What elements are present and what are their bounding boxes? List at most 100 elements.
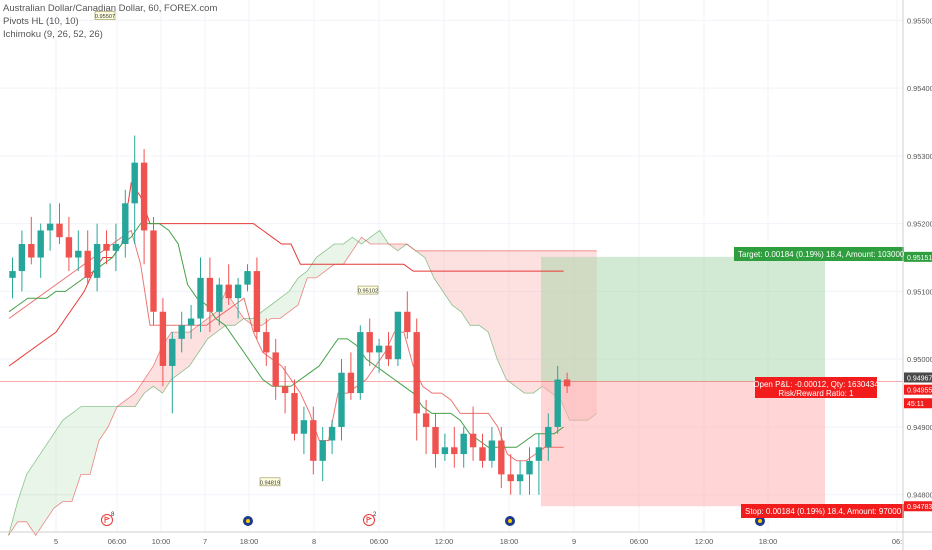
- pivot-low-line: [8, 229, 564, 462]
- indicator-pivots-label[interactable]: Pivots HL (10, 10): [3, 16, 79, 27]
- time-tick-label: 06:00: [370, 537, 389, 546]
- cloud-segment: [99, 406, 109, 441]
- indicator-ichimoku-label[interactable]: Ichimoku (9, 26, 52, 26): [3, 29, 103, 40]
- event-flag-icon: [101, 514, 113, 526]
- pivot-label: 0.95102: [358, 289, 378, 295]
- cloud-segment: [207, 311, 217, 339]
- candle-body: [460, 433, 467, 455]
- time-tick-label: 06:: [892, 537, 902, 546]
- candle-body: [563, 379, 571, 387]
- candle-body: [357, 332, 364, 394]
- target-label: Target: 0.00184 (0.19%) 18.4, Amount: 10…: [738, 250, 905, 259]
- candle-body: [46, 223, 54, 231]
- candle-body: [272, 352, 279, 387]
- time-tick-label: 8: [312, 537, 316, 546]
- pnl-box: [755, 377, 877, 398]
- candle-body: [507, 474, 514, 482]
- candle-body: [206, 277, 214, 312]
- candle-body: [281, 386, 289, 394]
- candle-body: [366, 332, 373, 353]
- cloud-segment: [506, 250, 516, 387]
- candle-body: [479, 447, 486, 461]
- flag-emblem: [246, 519, 250, 523]
- candle-body: [216, 284, 223, 312]
- cloud-segment: [53, 420, 63, 509]
- event-flag-icon: [363, 514, 375, 526]
- symbol-title[interactable]: Australian Dollar/Canadian Dollar, 60, F…: [3, 3, 218, 14]
- candle-body: [338, 372, 345, 427]
- time-tick-label: 9: [572, 537, 576, 546]
- candle-body: [28, 243, 35, 258]
- flag-icon: [104, 516, 111, 523]
- candle-body: [516, 474, 524, 482]
- candle-body: [422, 413, 430, 427]
- candle-body: [150, 230, 157, 312]
- cloud-segment: [334, 244, 344, 265]
- price-tick-label: 0.95200: [907, 220, 932, 229]
- candle-body: [488, 440, 496, 461]
- candle-body: [375, 345, 383, 353]
- time-tick-label: 7: [203, 537, 207, 546]
- candle-body: [253, 271, 261, 333]
- candle-body: [234, 284, 242, 299]
- candle-body: [159, 311, 167, 366]
- cloud-segment: [442, 250, 452, 305]
- price-tag-box: [904, 372, 932, 383]
- candle-body: [263, 332, 270, 353]
- cloud-segment: [80, 406, 90, 475]
- time-tick-label: 12:00: [695, 537, 714, 546]
- pivot-label-box: [94, 11, 116, 20]
- candle-body: [413, 332, 420, 414]
- price-tag-box: [904, 251, 932, 262]
- cloud-segment: [461, 250, 471, 326]
- candle-body: [545, 426, 552, 448]
- cloud-segment: [26, 460, 36, 536]
- candle-body: [535, 447, 543, 461]
- price-tick-label: 0.94800: [907, 491, 932, 500]
- candle-body: [432, 426, 439, 455]
- candle-body: [310, 420, 317, 461]
- candle-body: [328, 426, 336, 441]
- cloud-segment: [497, 250, 507, 380]
- cloud-segment: [17, 474, 27, 522]
- candle-body: [225, 284, 232, 299]
- stop-label: Stop: 0.00184 (0.19%) 18.4, Amount: 9700…: [745, 507, 902, 516]
- cloud-segment: [298, 271, 308, 305]
- cloud-segment: [135, 379, 145, 407]
- candle-body: [178, 325, 185, 339]
- candle-body: [65, 237, 73, 258]
- flag-icon: [366, 516, 373, 523]
- pivot-label: 0.95507: [95, 14, 115, 20]
- candle-body: [56, 223, 63, 238]
- candle-body: [394, 311, 402, 360]
- cloud-segment: [533, 250, 543, 394]
- candle-body: [404, 311, 411, 333]
- flag-emblem: [758, 519, 762, 523]
- candle-body: [93, 243, 101, 278]
- time-tick-label: 10:00: [152, 537, 171, 546]
- candle-body: [112, 243, 120, 251]
- target-zone: [541, 381, 825, 507]
- candle-body: [140, 162, 148, 231]
- time-tick-label: 5: [54, 537, 58, 546]
- cloud-segment: [452, 250, 461, 312]
- time-tick-label: 18:00: [240, 537, 259, 546]
- candle-body: [169, 338, 176, 366]
- candle-body: [451, 447, 458, 455]
- candle-body: [197, 277, 204, 319]
- cloud-segment: [189, 325, 199, 366]
- price-tag-label: 45:11: [907, 401, 924, 408]
- price-tick-label: 0.95400: [907, 84, 932, 93]
- time-tick-label: 12:00: [435, 537, 454, 546]
- cloud-segment: [343, 237, 353, 265]
- cloud-segment: [488, 250, 498, 360]
- price-tick-label: 0.95100: [907, 287, 932, 296]
- cloud-segment: [325, 244, 335, 272]
- candle-body: [122, 203, 129, 244]
- cloud-segment: [44, 433, 54, 522]
- cloud-segment: [62, 413, 72, 502]
- candle-body: [244, 271, 251, 285]
- candle-body: [131, 162, 138, 204]
